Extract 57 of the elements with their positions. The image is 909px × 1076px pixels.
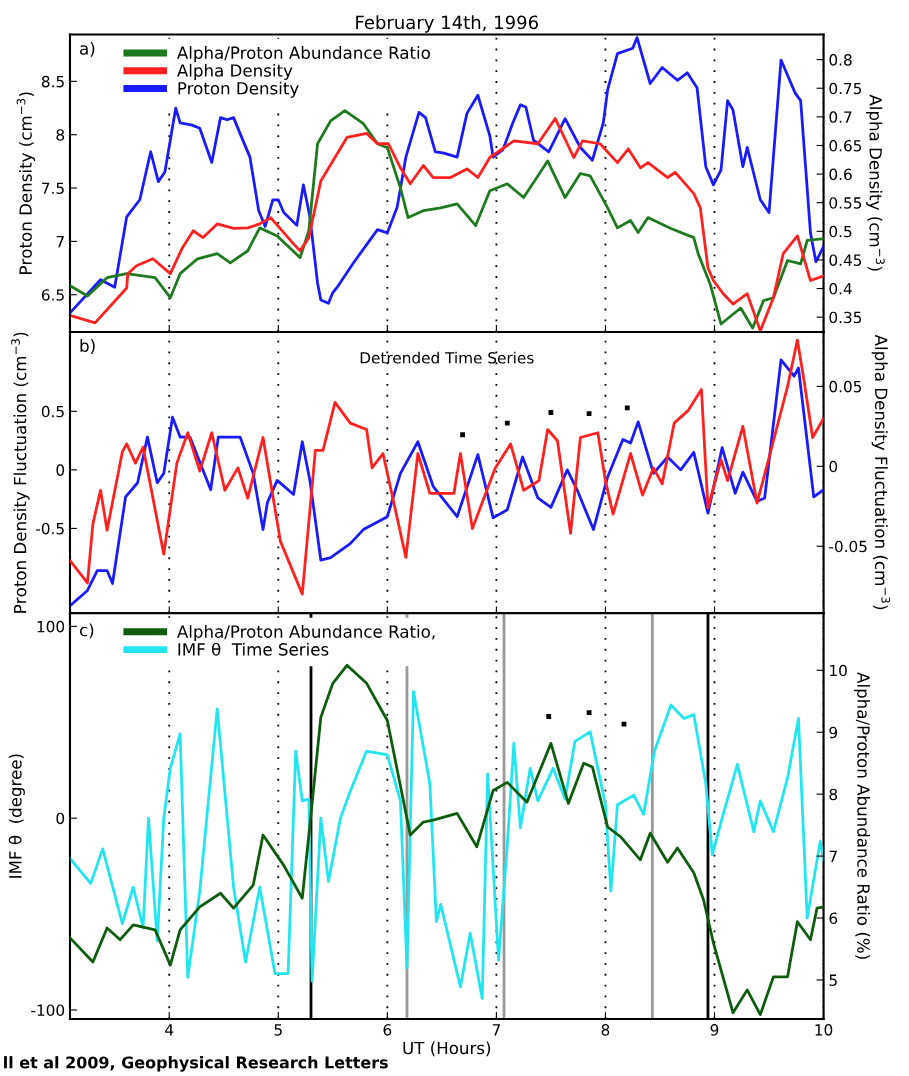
y-tick-label: 7 <box>56 236 64 248</box>
x-tick-label: 7 <box>492 1024 500 1036</box>
y-tick-label: 8.5 <box>41 75 64 88</box>
y2-tick-label: 10 <box>830 664 847 677</box>
y2-tick-label: 0 <box>829 460 838 473</box>
y-tick-label: 6.5 <box>41 289 64 301</box>
y2-axis-title: Alpha/Proton Abundance Ratio (%) <box>853 672 871 959</box>
y2-tick-label: 0.7 <box>829 111 852 123</box>
x-tick-label: 9 <box>710 1024 719 1036</box>
y2-tick-label: 9 <box>829 726 838 739</box>
y2-tick-label: 0.6 <box>829 168 852 181</box>
annotation: b) <box>80 339 95 354</box>
x-tick-label: 10 <box>815 1024 833 1036</box>
y2-tick-label: 0.55 <box>829 197 862 209</box>
y2-tick-label: 6 <box>829 912 838 925</box>
y2-axis-title: Alpha Density (cm$^{−3}$) <box>866 94 885 271</box>
y-tick-label: -100 <box>31 1004 65 1016</box>
y2-tick-label: 0.65 <box>829 139 862 152</box>
y-tick-label: 0 <box>56 464 65 476</box>
y2-tick-label: 0.5 <box>829 225 852 238</box>
y2-tick-label: 5 <box>829 974 837 986</box>
legend-label: Alpha Density <box>177 63 293 81</box>
y2-axis-title: Alpha Density Fluctuation (cm$^{−3}$) <box>871 334 891 610</box>
y2-tick-label: 0.75 <box>829 82 862 95</box>
text: ll et al 2009, Geophysical Research Letters <box>4 1056 388 1072</box>
annotation: Detrended Time Series <box>360 351 534 364</box>
y-tick-label: 0.5 <box>41 405 64 418</box>
y-tick-label: 100 <box>37 620 65 633</box>
legend-label: Alpha/Proton Abundance Ratio, <box>177 624 435 642</box>
annotation: c) <box>79 623 94 639</box>
y2-tick-label: 7 <box>829 850 837 862</box>
x-tick-label: 4 <box>165 1024 174 1036</box>
y-tick-label: -0.5 <box>36 522 64 535</box>
y-axis-title: Proton Density Fluctuation (cm$^{−3}$) <box>11 332 30 613</box>
y2-tick-label: 0.8 <box>829 54 852 66</box>
legend-label: IMF θ Time Series <box>178 642 329 656</box>
point <box>460 432 465 438</box>
annotation: a) <box>80 41 95 57</box>
y2-tick-label: -0.05 <box>829 540 867 553</box>
point <box>624 405 630 411</box>
y2-tick-label: 8 <box>829 788 838 801</box>
y-axis-title: Proton Density (cm$^{−3}$) <box>16 92 36 274</box>
legend-label: Alpha/Proton Abundance Ratio <box>177 46 430 63</box>
y-axis-title: IMF θ (degree) <box>8 754 25 878</box>
x-axis-title: UT (Hours) <box>403 1041 491 1057</box>
y2-tick-label: 0.45 <box>829 254 862 266</box>
x-tick-label: 6 <box>383 1024 392 1036</box>
y2-tick-label: 0.05 <box>829 380 862 393</box>
chart-title: February 14th, 1996 <box>356 15 538 33</box>
y2-tick-label: 0.35 <box>829 311 862 324</box>
legend-label: Proton Density <box>178 81 299 98</box>
x-tick-label: 8 <box>601 1024 610 1036</box>
y-tick-label: 8 <box>56 129 65 141</box>
y-tick-label: 0 <box>56 812 65 825</box>
y-tick-label: 7.5 <box>42 182 64 195</box>
y2-tick-label: 0.4 <box>829 283 852 295</box>
x-tick-label: 5 <box>274 1024 282 1036</box>
